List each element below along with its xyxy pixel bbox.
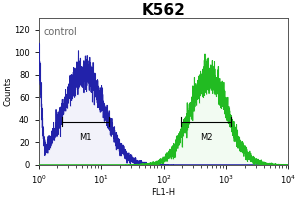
Y-axis label: Counts: Counts <box>4 77 13 106</box>
Text: M2: M2 <box>200 133 212 142</box>
X-axis label: FL1-H: FL1-H <box>152 188 176 197</box>
Text: control: control <box>44 27 77 37</box>
Text: M1: M1 <box>79 133 92 142</box>
Title: K562: K562 <box>142 3 185 18</box>
